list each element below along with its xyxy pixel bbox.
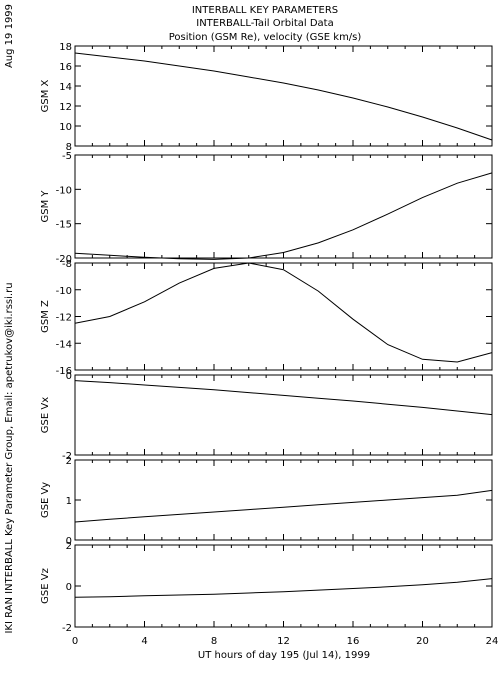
credit-line: IKI RAN INTERBALL Key Parameter Group, E…	[4, 282, 15, 633]
y-tick-label: -5	[62, 151, 72, 162]
y-tick-label: 8	[66, 142, 72, 153]
y-axis-label: GSM Y	[40, 190, 51, 223]
y-tick-label: -10	[56, 286, 72, 297]
panel-frame	[74, 459, 493, 541]
y-tick-label: -15	[56, 220, 72, 231]
y-axis-label: GSM Z	[40, 300, 51, 333]
y-tick-label: 14	[59, 82, 72, 93]
panel-frame	[74, 262, 493, 371]
y-tick-label: -10	[56, 185, 72, 196]
series-line	[74, 52, 493, 141]
x-tick-label: 12	[277, 636, 290, 647]
generation-date: Aug 19 1999	[4, 4, 15, 68]
chart-title-line3: Position (GSM Re), velocity (GSE km/s)	[169, 32, 362, 43]
x-tick-label: 0	[72, 636, 78, 647]
y-tick-label: 18	[59, 42, 72, 53]
y-tick-label: 16	[59, 62, 72, 73]
series-line	[74, 578, 493, 598]
panel-3: -16 -14 -12 -10 -8 GSM Z	[40, 259, 493, 377]
x-tick-label: 20	[416, 636, 429, 647]
panel-6: -2 0 2 GSE Vz	[40, 541, 493, 634]
y-tick-label: 0	[66, 371, 72, 382]
panel-frame	[74, 154, 493, 259]
y-tick-label: -20	[56, 254, 72, 265]
y-axis-label: GSM X	[40, 79, 51, 112]
y-tick-label: 10	[59, 122, 72, 133]
y-tick-label: 12	[59, 102, 72, 113]
series-line	[74, 489, 493, 523]
panel-frame	[74, 45, 493, 147]
y-tick-label: -2	[62, 623, 72, 634]
y-tick-label: -12	[56, 313, 72, 324]
panel-2: -20 -15 -10 -5 GSM Y	[40, 151, 493, 265]
chart-title-line2: INTERBALL-Tail Orbital Data	[196, 18, 333, 29]
series-line	[74, 380, 493, 416]
x-tick-label: 16	[347, 636, 360, 647]
panel-1: 8 10 12 14 16 18 GSM X	[40, 42, 493, 153]
panel-frame	[74, 374, 493, 456]
y-tick-label: -14	[56, 339, 72, 350]
series-line	[74, 262, 493, 363]
chart-title-line1: INTERBALL KEY PARAMETERS	[192, 5, 338, 16]
y-tick-label: -16	[56, 366, 72, 377]
y-axis-label: GSE Vz	[40, 568, 51, 604]
y-tick-label: 2	[66, 456, 72, 467]
x-tick-label: 4	[141, 636, 147, 647]
series-line	[74, 172, 493, 260]
x-tick-label: 8	[211, 636, 217, 647]
panel-frame	[74, 544, 493, 628]
panel-5: 0 1 2 GSE Vy	[40, 456, 493, 547]
y-tick-label: 0	[66, 582, 72, 593]
x-tick-label: 24	[486, 636, 499, 647]
panel-4: -2 0 GSE Vx	[40, 371, 493, 462]
x-axis-title: UT hours of day 195 (Jul 14), 1999	[198, 650, 370, 661]
y-axis-label: GSE Vx	[40, 397, 51, 433]
y-tick-label: 1	[66, 496, 72, 507]
y-tick-label: -8	[62, 259, 72, 270]
y-tick-label: 0	[66, 536, 72, 547]
y-tick-label: 2	[66, 541, 72, 552]
y-tick-label: -2	[62, 451, 72, 462]
y-axis-label: GSE Vy	[40, 482, 51, 518]
